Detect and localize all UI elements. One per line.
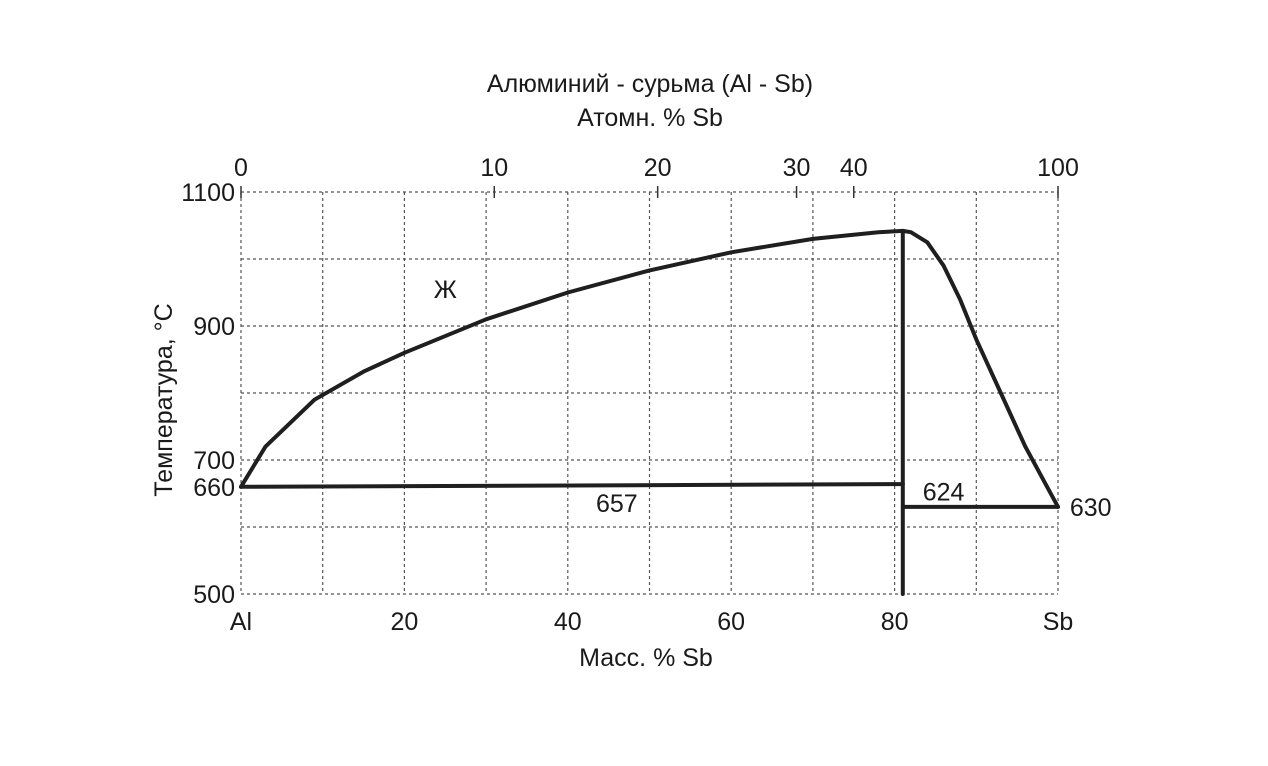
x-tick-label-bottom: 60 (717, 608, 745, 636)
x-tick-label-top: 0 (234, 154, 248, 182)
x-tick-label-bottom: 80 (881, 608, 909, 636)
x-axis-label: Масс. % Sb (579, 644, 713, 672)
annotation-label: 630 (1070, 494, 1112, 522)
y-axis-label: Температура, °C (150, 303, 178, 496)
phase-boundary-line (239, 482, 905, 489)
x-tick-label-top: 30 (783, 154, 811, 182)
chart-title: Алюминий - сурьма (Al - Sb) (487, 70, 813, 98)
annotation-label: Ж (434, 276, 457, 304)
top-axis-label: Атомн. % Sb (577, 104, 723, 132)
x-tick-label-top: 20 (644, 154, 672, 182)
annotations: Ж 657 624 630 (434, 276, 1112, 522)
y-tick-label: 660 (193, 474, 235, 502)
y-tick-label: 500 (193, 581, 235, 609)
y-tick-label: 700 (193, 447, 235, 475)
phase-boundary-line (239, 228, 1060, 509)
y-tick-label: 1100 (181, 179, 235, 207)
x-tick-label-bottom: 20 (390, 608, 418, 636)
annotation-label: 624 (923, 478, 965, 506)
grid-lines (240, 191, 1059, 595)
x-tick-label-top: 100 (1037, 154, 1079, 182)
annotation-label: 657 (596, 490, 638, 518)
x-tick-label-top: 10 (480, 154, 508, 182)
x-tick-label-top: 40 (840, 154, 868, 182)
x-tick-label-bottom: Al (230, 608, 252, 636)
x-tick-label-bottom: Sb (1043, 608, 1074, 636)
x-tick-label-bottom: 40 (554, 608, 582, 636)
series-lines (239, 228, 1060, 596)
y-tick-label: 900 (193, 313, 235, 341)
